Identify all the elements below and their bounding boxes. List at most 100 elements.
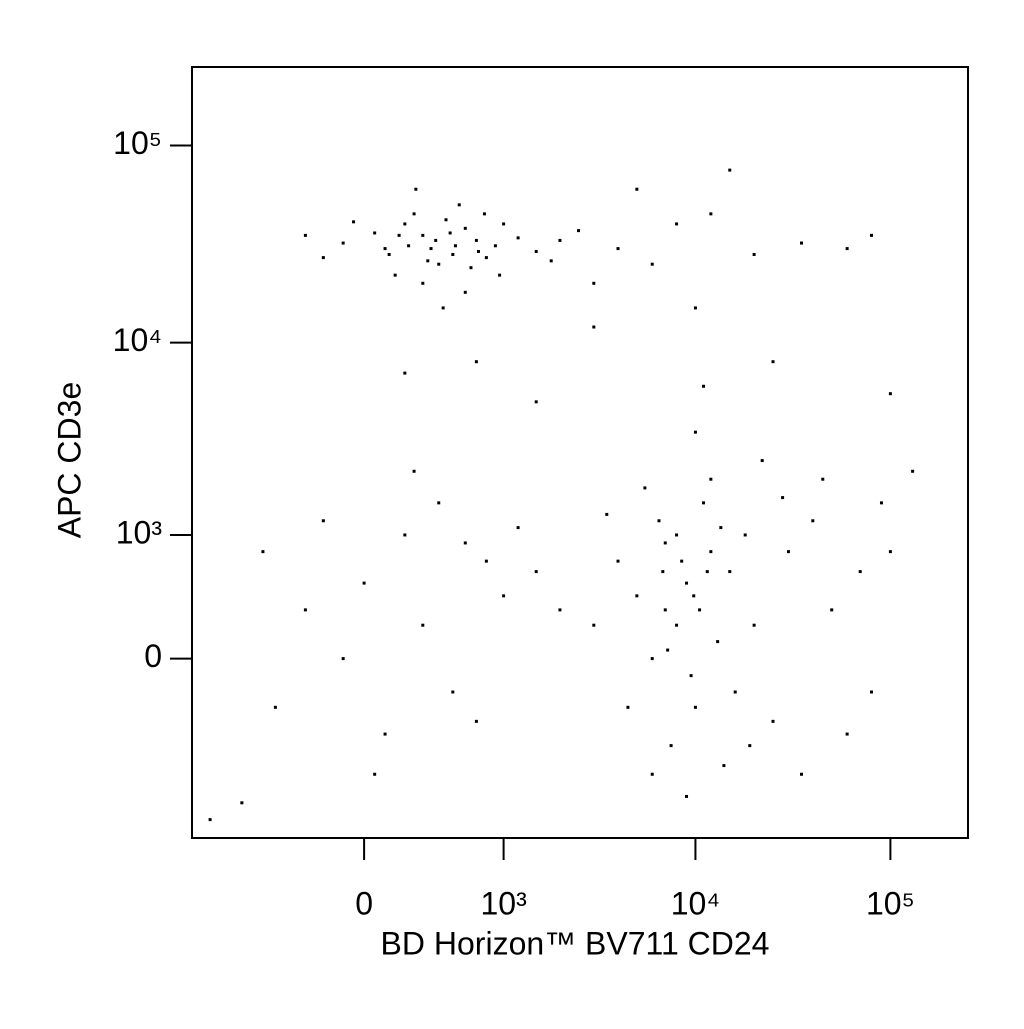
data-point <box>534 400 538 404</box>
data-point <box>592 325 596 329</box>
data-point <box>407 244 411 248</box>
data-point <box>771 719 775 723</box>
data-point <box>728 570 732 574</box>
data-point <box>811 519 815 523</box>
data-point <box>666 648 670 652</box>
data-point <box>437 262 441 266</box>
x-tick-label: 10⁵ <box>866 885 915 921</box>
data-point <box>743 533 747 537</box>
data-point <box>558 238 562 242</box>
y-axis-label: APC CD3e <box>51 382 87 539</box>
data-point <box>680 559 684 563</box>
data-point <box>592 623 596 627</box>
data-point <box>685 581 689 585</box>
data-point <box>352 220 356 224</box>
data-point <box>635 187 639 191</box>
data-point <box>451 690 455 694</box>
data-point <box>888 550 892 554</box>
data-point <box>321 519 325 523</box>
data-point <box>403 533 407 537</box>
data-point <box>534 249 538 253</box>
data-point <box>383 732 387 736</box>
data-point <box>661 570 665 574</box>
data-point <box>870 233 874 237</box>
data-point <box>558 608 562 612</box>
data-point <box>397 233 401 237</box>
data-point <box>675 222 679 226</box>
data-point <box>373 772 377 776</box>
data-point <box>698 608 702 612</box>
data-point <box>502 222 506 226</box>
x-tick-label: 10⁴ <box>671 885 720 921</box>
data-point <box>689 674 693 678</box>
data-point <box>748 744 752 748</box>
data-point <box>474 238 478 242</box>
data-point <box>821 477 825 481</box>
data-point <box>493 244 497 248</box>
data-point <box>451 252 455 256</box>
data-point <box>437 501 441 505</box>
data-point <box>709 550 713 554</box>
data-point <box>362 581 366 585</box>
data-point <box>421 233 425 237</box>
data-point <box>635 594 639 598</box>
data-point <box>702 384 706 388</box>
data-point <box>650 657 654 661</box>
data-point <box>484 559 488 563</box>
data-point <box>577 229 581 233</box>
data-point <box>516 236 520 240</box>
data-point <box>693 430 697 434</box>
data-point <box>616 559 620 563</box>
data-point <box>474 719 478 723</box>
data-point <box>722 764 726 768</box>
data-point <box>845 732 849 736</box>
data-point <box>626 705 630 709</box>
data-point <box>484 256 488 260</box>
data-point <box>888 392 892 396</box>
data-point <box>716 640 720 644</box>
data-point <box>752 623 756 627</box>
data-point <box>261 550 265 554</box>
data-point <box>414 187 418 191</box>
data-point <box>208 818 212 822</box>
data-point <box>845 247 849 251</box>
y-tick-label: 10³ <box>116 514 163 550</box>
data-point <box>650 262 654 266</box>
data-point <box>463 226 467 230</box>
data-point <box>474 360 478 364</box>
data-point <box>733 690 737 694</box>
data-point <box>719 526 723 530</box>
data-point <box>403 222 407 226</box>
data-point <box>448 231 452 235</box>
data-point <box>702 501 706 505</box>
data-point <box>534 570 538 574</box>
x-tick-label: 0 <box>355 885 373 921</box>
data-point <box>412 469 416 473</box>
data-point <box>692 594 696 598</box>
data-point <box>549 259 553 263</box>
data-point <box>709 212 713 216</box>
data-point <box>830 608 834 612</box>
data-point <box>453 244 457 248</box>
data-point <box>592 281 596 285</box>
data-point <box>421 281 425 285</box>
data-point <box>858 570 862 574</box>
data-point <box>373 231 377 235</box>
data-point <box>498 273 502 277</box>
data-point <box>693 705 697 709</box>
data-point <box>444 218 448 222</box>
data-point <box>709 477 713 481</box>
data-point <box>387 252 391 256</box>
data-point <box>273 705 277 709</box>
data-point <box>675 533 679 537</box>
data-point <box>426 259 430 263</box>
data-point <box>669 744 673 748</box>
data-point <box>321 256 325 260</box>
data-point <box>752 252 756 256</box>
data-point <box>663 608 667 612</box>
data-point <box>341 657 345 661</box>
data-point <box>879 501 883 505</box>
y-tick-label: 10⁵ <box>113 125 162 161</box>
